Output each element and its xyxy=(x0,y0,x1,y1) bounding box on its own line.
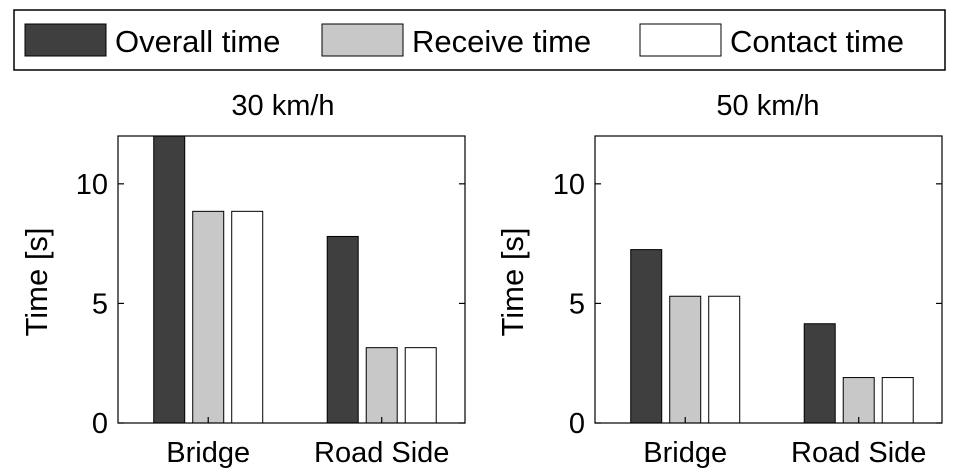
legend-swatch-contact xyxy=(639,23,722,57)
y-axis-label-30kmh: Time [s] xyxy=(19,227,54,336)
legend-swatch-receive xyxy=(321,23,404,57)
y-tick-label: 10 xyxy=(553,169,585,201)
bar-bridge-contact-time xyxy=(231,210,264,424)
bar-bridge-receive-time xyxy=(669,295,702,424)
legend-label-contact: Contact time xyxy=(730,24,904,59)
legend-label-overall: Overall time xyxy=(115,24,280,59)
y-ticks-50kmh: 0 5 10 xyxy=(553,169,942,440)
bar-road-side-contact-time xyxy=(881,377,914,424)
chart-panel-50kmh: 50 km/h Time [s] 0 5 10 Bridge Road Side xyxy=(495,90,943,469)
y-tick-label: 0 xyxy=(569,408,585,440)
bar-bridge-receive-time xyxy=(192,210,225,424)
chart-panel-30kmh: 30 km/h Time [s] 0 5 10 Bridge Road Side xyxy=(19,90,466,469)
y-tick-label: 10 xyxy=(76,169,108,201)
bars-30kmh xyxy=(153,135,437,424)
bar-road-side-overall-time xyxy=(326,235,359,424)
x-tick-label: Bridge xyxy=(643,437,727,469)
x-ticks-50kmh: Bridge Road Side xyxy=(643,417,926,469)
legend-box xyxy=(13,9,946,71)
bar-road-side-receive-time xyxy=(842,377,875,424)
plot-frame-50kmh xyxy=(594,135,943,424)
chart-title-30kmh: 30 km/h xyxy=(231,90,334,122)
plot-frame-30kmh xyxy=(117,135,466,424)
bar-road-side-overall-time xyxy=(803,323,836,424)
x-ticks-30kmh: Bridge Road Side xyxy=(166,417,449,469)
legend-label-receive: Receive time xyxy=(412,24,591,59)
y-tick-label: 0 xyxy=(92,408,108,440)
bar-bridge-overall-time xyxy=(153,135,186,424)
y-axis-label-50kmh: Time [s] xyxy=(495,227,530,336)
y-tick-label: 5 xyxy=(569,288,585,320)
chart-title-50kmh: 50 km/h xyxy=(716,90,819,122)
bar-road-side-contact-time xyxy=(404,347,437,424)
bar-road-side-receive-time xyxy=(365,347,398,424)
bar-bridge-overall-time xyxy=(630,249,663,424)
legend: Overall time Receive time Contact time xyxy=(13,9,946,71)
y-tick-label: 5 xyxy=(92,288,108,320)
x-tick-label: Road Side xyxy=(314,437,449,469)
x-tick-label: Bridge xyxy=(166,437,250,469)
bars-50kmh xyxy=(630,249,914,424)
y-ticks-30kmh: 0 5 10 xyxy=(76,169,465,440)
bar-bridge-contact-time xyxy=(708,295,741,424)
legend-swatch-overall xyxy=(24,23,107,57)
x-tick-label: Road Side xyxy=(791,437,926,469)
